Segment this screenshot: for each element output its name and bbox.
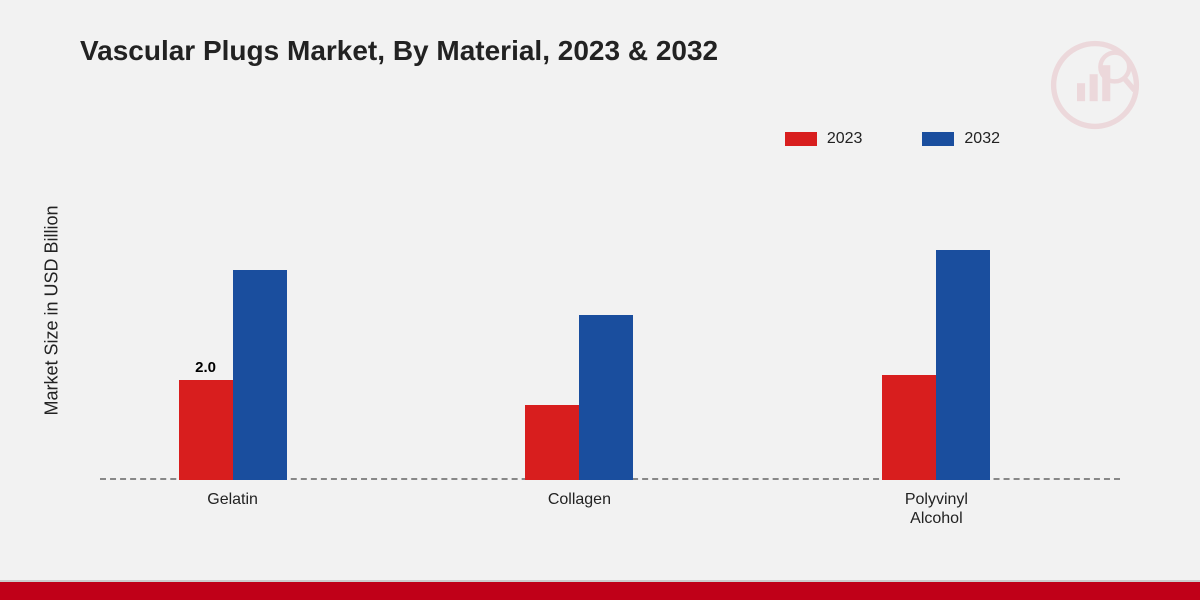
x-axis-label: Polyvinyl Alcohol <box>905 490 968 528</box>
bar <box>179 380 233 480</box>
legend-item-2023: 2023 <box>785 130 863 148</box>
legend-item-2032: 2032 <box>922 130 1000 148</box>
bar-group <box>882 250 990 480</box>
y-axis-label: Market Size in USD Billion <box>42 205 63 415</box>
bar <box>525 405 579 480</box>
y-axis: Market Size in USD Billion <box>42 90 62 530</box>
chart-title: Vascular Plugs Market, By Material, 2023… <box>80 35 718 67</box>
plot-area: 2.0 <box>100 180 1120 480</box>
bar <box>882 375 936 480</box>
bar-group <box>525 315 633 480</box>
bar <box>936 250 990 480</box>
legend-label: 2032 <box>964 130 1000 148</box>
x-axis-labels: Gelatin Collagen Polyvinyl Alcohol <box>100 482 1120 532</box>
legend: 2023 2032 <box>785 130 1000 148</box>
legend-swatch <box>922 132 954 146</box>
x-axis-label: Collagen <box>548 490 611 509</box>
bar-group: 2.0 <box>179 270 287 480</box>
x-axis-label: Gelatin <box>207 490 258 509</box>
legend-label: 2023 <box>827 130 863 148</box>
bar-value-label: 2.0 <box>195 359 216 376</box>
legend-swatch <box>785 132 817 146</box>
watermark-logo <box>1050 40 1140 130</box>
bar <box>579 315 633 480</box>
footer-bar <box>0 582 1200 600</box>
bar <box>233 270 287 480</box>
